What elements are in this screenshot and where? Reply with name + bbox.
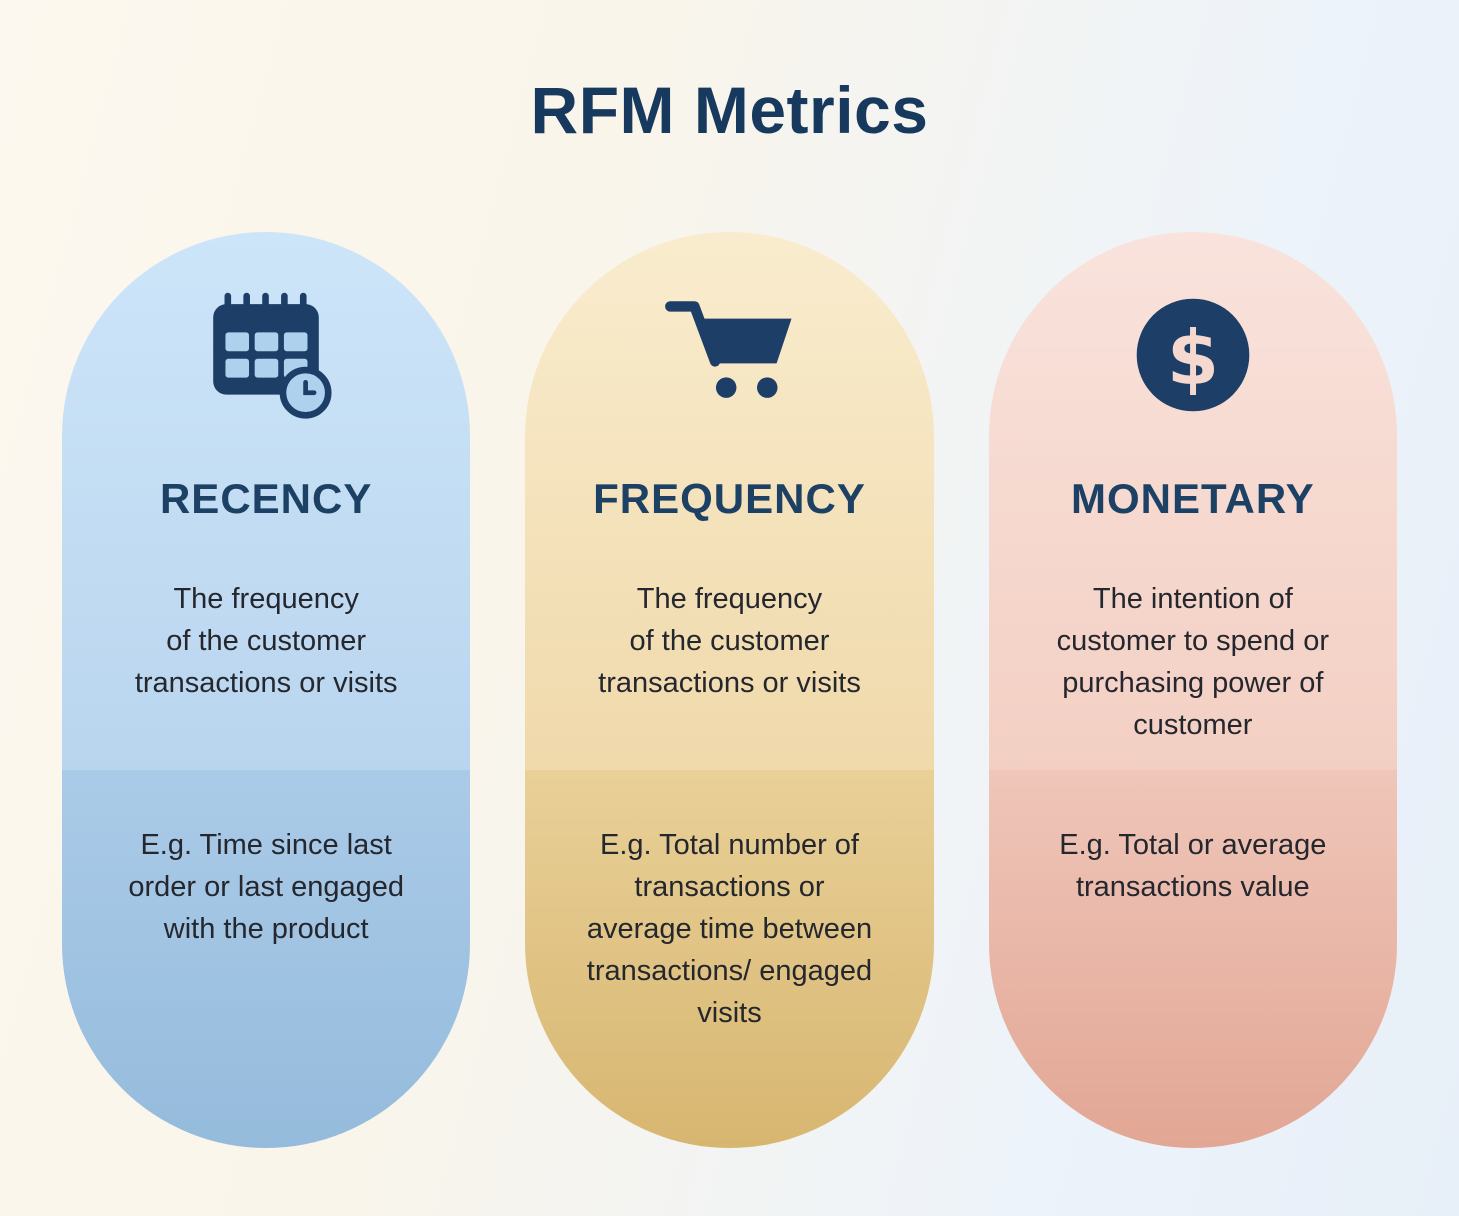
shopping-cart-icon (659, 282, 799, 427)
card-recency-title: RECENCY (159, 475, 373, 522)
card-frequency-bottom: E.g. Total number of transactions or ave… (525, 770, 934, 1148)
svg-text:$: $ (1167, 313, 1219, 401)
card-frequency-description: The frequency of the customer transactio… (598, 583, 861, 700)
card-frequency: FREQUENCY The frequency of the customer … (525, 232, 934, 1148)
card-monetary-description: The intention of customer to spend or pu… (1056, 583, 1330, 742)
card-recency-description: The frequency of the customer transactio… (134, 583, 398, 700)
dollar-coin-icon: $ (1132, 282, 1254, 427)
card-frequency-title: FREQUENCY (593, 475, 866, 522)
card-monetary-example: E.g. Total or average transactions value (1059, 829, 1327, 904)
card-monetary: $ MONETARY The intention of customer to … (988, 232, 1397, 1148)
card-recency: RECENCY The frequency of the customer tr… (62, 232, 471, 1148)
card-monetary-title: MONETARY (1070, 475, 1315, 522)
card-frequency-example: E.g. Total number of transactions or ave… (586, 829, 873, 1030)
calendar-clock-icon (200, 282, 332, 427)
card-monetary-top: $ MONETARY The intention of customer to … (988, 232, 1397, 770)
page-title: RFM Metrics (530, 73, 929, 147)
card-recency-top: RECENCY The frequency of the customer tr… (62, 232, 471, 770)
card-frequency-top: FREQUENCY The frequency of the customer … (525, 232, 934, 770)
card-recency-example: E.g. Time since last order or last engag… (128, 829, 404, 946)
card-recency-bottom: E.g. Time since last order or last engag… (62, 770, 471, 1148)
metric-cards: RECENCY The frequency of the customer tr… (62, 232, 1397, 1148)
card-monetary-bottom: E.g. Total or average transactions value (988, 770, 1397, 1148)
